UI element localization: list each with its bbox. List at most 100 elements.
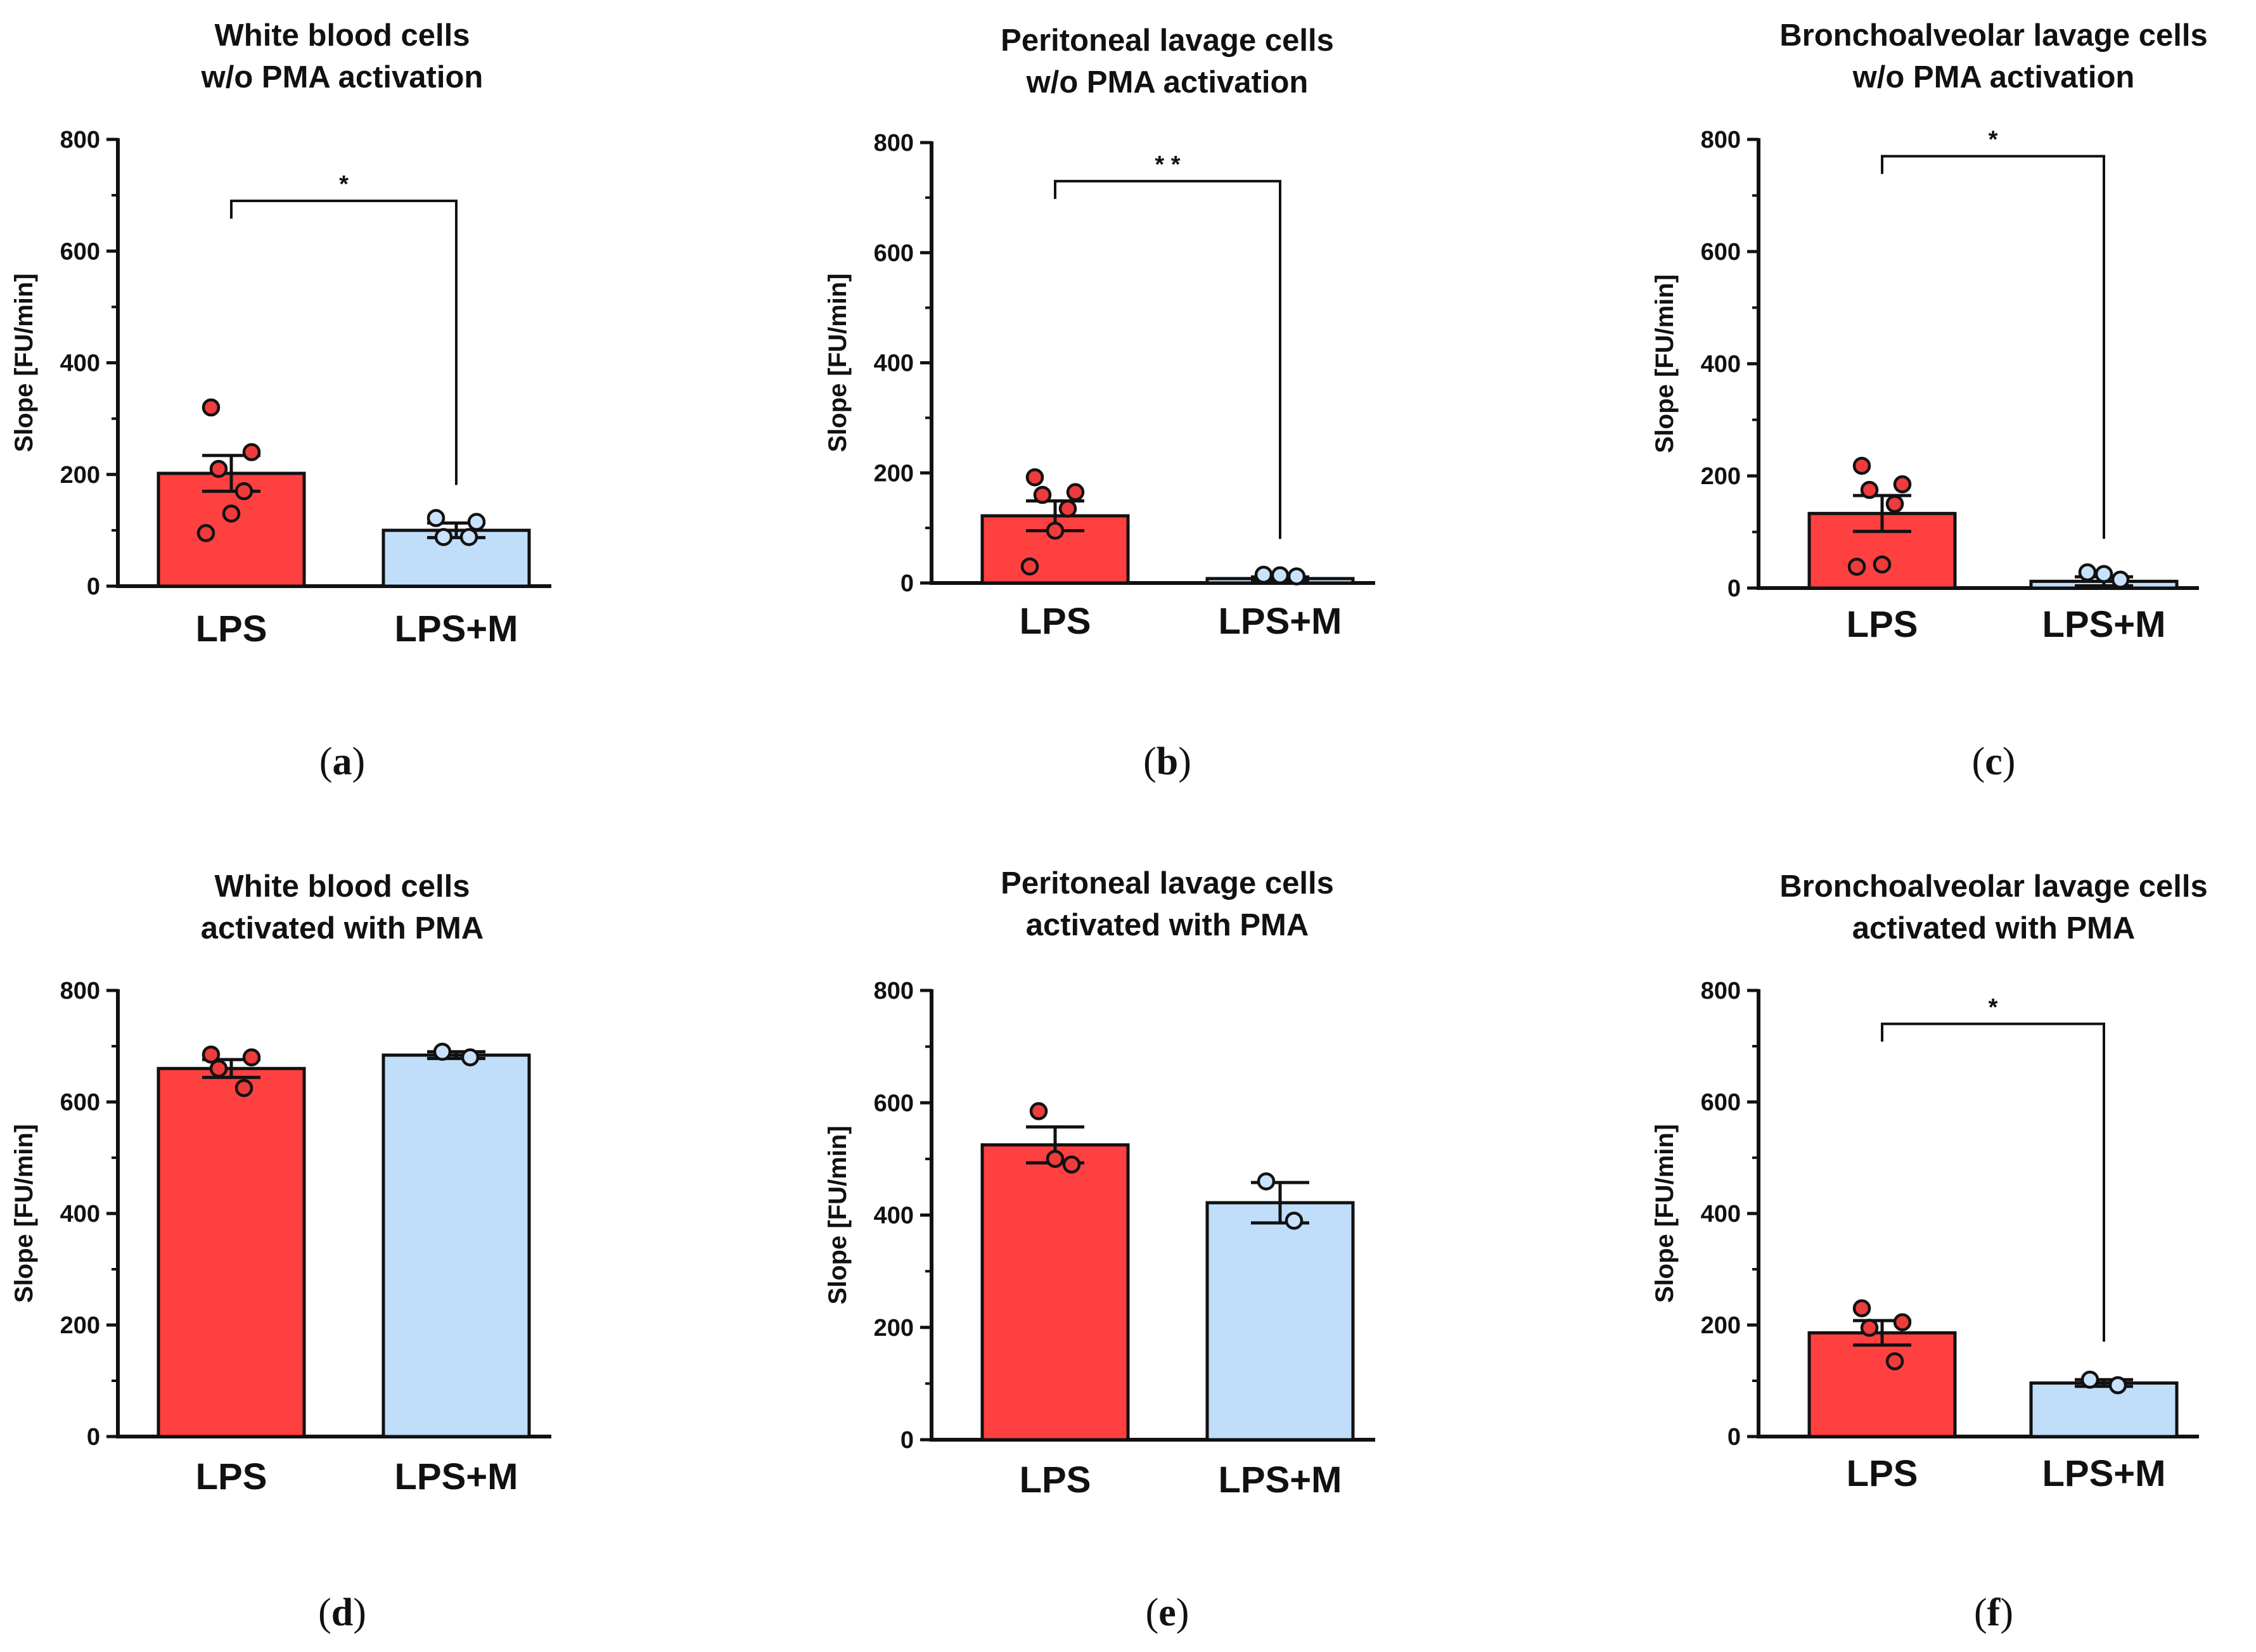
chart-title-line-2: activated with PMA <box>1026 908 1309 942</box>
data-point <box>433 1042 452 1061</box>
data-point <box>1852 456 1871 475</box>
y-tick-label: 400 <box>1701 351 1741 378</box>
panel-label-letter: e <box>1158 1591 1176 1634</box>
chart-panel-d: White blood cells activated with PMA 0 200 4… <box>10 869 551 1634</box>
y-tick-label: 800 <box>60 127 100 153</box>
x-tick-label: LPS+M <box>395 608 518 650</box>
x-tick-label: LPS+M <box>1219 1459 1342 1501</box>
data-point <box>202 398 221 417</box>
y-axis-label: Slope [FU/min] <box>824 1125 852 1304</box>
chart-title-line-1: Bronchoalveolar lavage cells <box>1779 18 2207 53</box>
data-point <box>2108 1376 2127 1395</box>
y-tick-label: 600 <box>60 238 100 265</box>
x-tick-label: LPS+M <box>1219 601 1342 642</box>
data-point <box>1860 1319 1879 1337</box>
y-tick-label: 600 <box>874 1090 914 1117</box>
significance-bracket <box>1881 155 2105 539</box>
panel-label-paren: ( <box>1146 1591 1159 1634</box>
y-tick-label: 200 <box>60 462 100 489</box>
x-tick-label: LPS <box>1020 1459 1091 1501</box>
panel-label-paren: ( <box>1974 1591 1987 1634</box>
x-tick-label: LPS+M <box>2042 1453 2166 1494</box>
bar-lps-plus-m <box>381 1053 531 1438</box>
data-point <box>1058 499 1077 518</box>
y-tick-label: 800 <box>874 130 914 157</box>
data-point <box>1033 485 1052 504</box>
y-tick-label: 400 <box>60 350 100 377</box>
panel-label: (c) <box>1972 740 2016 783</box>
chart-title-line-2: w/o PMA activation <box>1852 60 2135 94</box>
chart-title-line-1: Bronchoalveolar lavage cells <box>1779 869 2207 904</box>
y-axis-label: Slope [FU/min] <box>10 1124 38 1303</box>
chart-title-line-1: White blood cells <box>215 869 470 904</box>
data-point <box>234 482 253 501</box>
y-tick-label: 200 <box>1701 463 1741 490</box>
data-point <box>202 1045 221 1064</box>
significance-label: * <box>339 171 349 198</box>
data-point <box>1285 1212 1304 1230</box>
data-point <box>1847 558 1866 576</box>
data-point <box>1025 468 1044 487</box>
bar-lps-plus-m <box>381 528 531 588</box>
data-point <box>1029 1102 1048 1120</box>
y-tick-label: 200 <box>1701 1312 1741 1339</box>
y-axis-label: Slope [FU/min] <box>10 273 38 452</box>
y-tick-label: 0 <box>900 1427 914 1454</box>
data-point <box>2094 565 2113 584</box>
panel-label-paren: ( <box>1143 740 1157 783</box>
chart-title-line-1: White blood cells <box>215 18 470 53</box>
y-axis-label: Slope [FU/min] <box>824 273 852 452</box>
data-point <box>242 443 261 461</box>
panel-label: (b) <box>1143 740 1191 783</box>
data-point <box>461 1048 480 1066</box>
panel-label-letter: a <box>333 740 352 783</box>
panel-label-paren: ) <box>1178 740 1191 783</box>
panel-label-letter: b <box>1157 740 1178 783</box>
chart-title-line-1: Peritoneal lavage cells <box>1001 866 1334 900</box>
data-point <box>1893 1313 1912 1331</box>
data-point <box>209 459 228 478</box>
significance-bracket <box>1881 1022 2105 1342</box>
x-tick-label: LPS <box>1847 1453 1918 1494</box>
data-point <box>2111 570 2130 589</box>
y-tick-label: 800 <box>874 978 914 1004</box>
data-point <box>1254 565 1273 584</box>
bar-lps <box>1807 1331 1957 1438</box>
data-point <box>242 1048 261 1066</box>
y-tick-label: 800 <box>60 978 100 1004</box>
significance-label: * * <box>1155 151 1180 178</box>
panel-label-paren: ( <box>319 740 333 783</box>
data-point <box>1885 1352 1904 1371</box>
x-tick-label: LPS+M <box>395 1456 518 1497</box>
bar-lps-plus-m <box>1205 1201 1355 1442</box>
y-tick-label: 200 <box>60 1312 100 1339</box>
chart-panel-e: Peritoneal lavage cells activated with PM… <box>824 866 1375 1634</box>
y-tick-label: 400 <box>874 350 914 377</box>
panel-label: (d) <box>318 1591 366 1634</box>
x-tick-label: LPS <box>196 1456 267 1497</box>
data-point <box>1860 480 1879 499</box>
data-point <box>434 528 453 546</box>
x-tick-label: LPS <box>1020 601 1091 642</box>
data-point <box>222 504 241 523</box>
data-point <box>1287 567 1306 586</box>
panel-label-paren: ) <box>352 740 366 783</box>
y-tick-label: 400 <box>874 1203 914 1229</box>
panel-label-letter: c <box>1985 740 2003 783</box>
y-tick-label: 0 <box>1727 575 1741 602</box>
y-tick-label: 600 <box>1701 1089 1741 1116</box>
chart-title-line-1: Peritoneal lavage cells <box>1001 23 1334 58</box>
y-tick-label: 0 <box>1727 1424 1741 1450</box>
chart-panel-c: Bronchoalveolar lavage cells w/o PMA acti… <box>1651 18 2208 783</box>
panel-label-paren: ) <box>1176 1591 1189 1634</box>
panel-label-letter: d <box>331 1591 353 1634</box>
panel-label-paren: ( <box>1972 740 1985 783</box>
data-point <box>426 509 445 527</box>
x-tick-label: LPS <box>196 608 267 650</box>
data-point <box>2080 1370 2099 1389</box>
y-tick-label: 200 <box>874 1315 914 1341</box>
bar-lps <box>980 1143 1130 1442</box>
y-tick-label: 800 <box>1701 127 1741 153</box>
y-tick-label: 600 <box>1701 239 1741 266</box>
data-point <box>1046 522 1065 540</box>
